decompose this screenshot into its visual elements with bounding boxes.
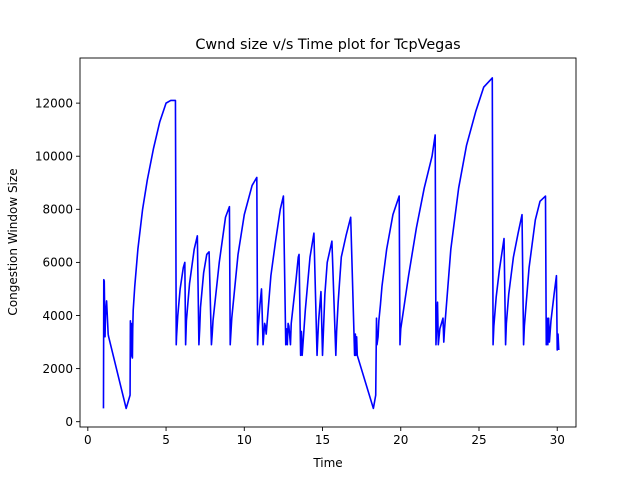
plot-frame	[79, 57, 577, 428]
axes: 0 5 10 15 20 25 30 0 2000 4000 6000 8000 10000 12000	[35, 57, 577, 447]
chart-title: Cwnd size v/s Time plot for TcpVegas	[195, 37, 460, 53]
x-axis-label: Time	[312, 456, 342, 470]
plot-area	[102, 77, 560, 410]
x-tick-label: 5	[162, 433, 170, 447]
y-tick-label: 6000	[42, 256, 73, 270]
series-line-0	[102, 77, 560, 410]
x-tick-label: 30	[550, 433, 565, 447]
x-tick-label: 10	[237, 433, 252, 447]
y-tick-label: 12000	[35, 96, 73, 110]
y-tick-label: 2000	[42, 362, 73, 376]
y-tick-label: 8000	[42, 203, 73, 217]
x-tick-label: 20	[393, 433, 408, 447]
y-tick-label: 0	[65, 415, 73, 429]
x-tick-label: 15	[315, 433, 330, 447]
x-tick-label: 25	[471, 433, 486, 447]
x-tick-label: 0	[84, 433, 92, 447]
y-tick-label: 4000	[42, 309, 73, 323]
y-tick-label: 10000	[35, 150, 73, 164]
y-axis-label: Congestion Window Size	[6, 168, 20, 315]
